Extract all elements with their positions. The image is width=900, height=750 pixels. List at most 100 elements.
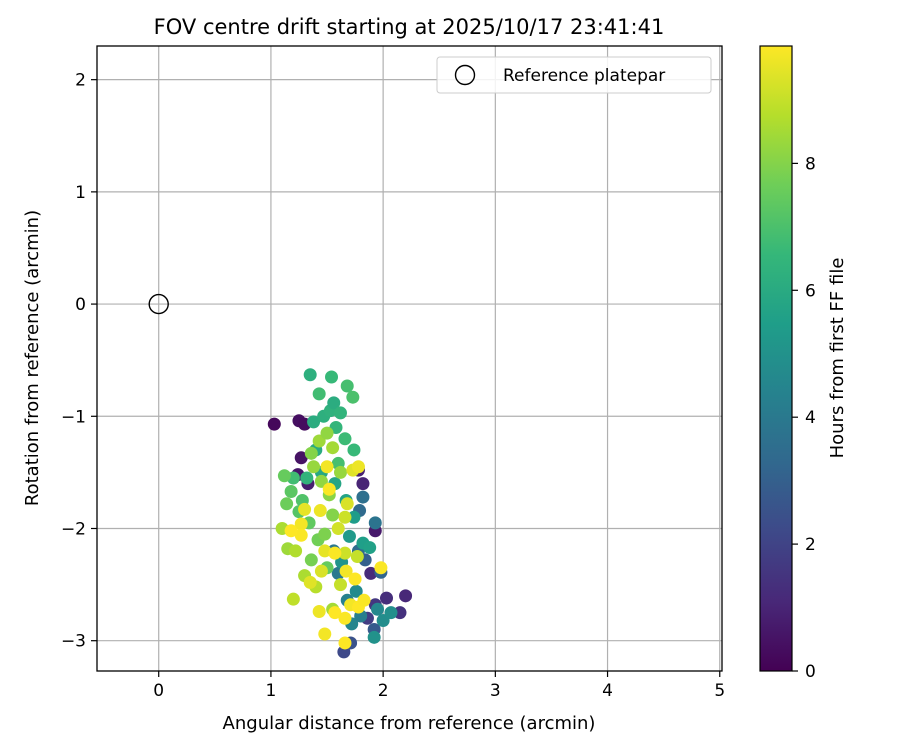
- y-tick-label: −3: [61, 632, 86, 652]
- reference-platepar-marker: [148, 293, 169, 315]
- data-point: [318, 544, 332, 558]
- data-point: [325, 370, 339, 384]
- data-point: [338, 546, 352, 560]
- data-point: [322, 482, 336, 496]
- y-tick-label: −2: [61, 519, 86, 539]
- data-point: [331, 521, 345, 535]
- data-point: [339, 564, 353, 578]
- data-point: [312, 605, 326, 619]
- data-point: [347, 443, 361, 457]
- data-point: [349, 584, 363, 598]
- legend-box: [436, 56, 712, 94]
- data-point: [348, 572, 362, 586]
- data-point: [379, 591, 393, 605]
- data-point: [313, 504, 327, 518]
- data-point: [298, 502, 312, 516]
- data-point: [328, 606, 342, 620]
- data-point: [338, 432, 352, 446]
- x-axis-label: Angular distance from reference (arcmin): [223, 713, 596, 734]
- data-point: [399, 589, 413, 603]
- legend-marker-icon: [454, 64, 476, 86]
- colorbar: [759, 45, 793, 672]
- x-tick-label: 4: [602, 681, 613, 701]
- data-point: [294, 528, 308, 542]
- data-point: [277, 469, 291, 483]
- y-tick-label: 1: [75, 183, 86, 203]
- y-tick-label: 2: [75, 71, 86, 91]
- data-point: [356, 477, 370, 491]
- data-point: [320, 460, 334, 474]
- data-point: [340, 497, 354, 511]
- data-point: [346, 390, 360, 404]
- data-point: [333, 578, 347, 592]
- data-point: [326, 441, 340, 455]
- data-point: [363, 541, 377, 555]
- data-point: [314, 474, 328, 488]
- legend: Reference platepar: [436, 56, 712, 94]
- colorbar-ticks: 0 2 4 6 8: [792, 154, 816, 682]
- data-point: [318, 627, 332, 641]
- data-point: [300, 471, 314, 485]
- x-axis-ticks: 0 1 2 3 4 5: [153, 671, 725, 701]
- x-tick-label: 5: [714, 681, 725, 701]
- data-point: [368, 516, 382, 530]
- data-point: [284, 484, 298, 498]
- data-point: [303, 575, 317, 589]
- data-points: [267, 368, 413, 659]
- data-point: [338, 510, 352, 524]
- data-point: [312, 387, 326, 401]
- data-point: [327, 396, 341, 410]
- data-point: [320, 426, 334, 440]
- data-point: [280, 497, 294, 511]
- data-point: [367, 630, 381, 644]
- colorbar-tick-label: 0: [805, 662, 816, 682]
- legend-entry-reference: Reference platepar: [503, 66, 665, 86]
- y-tick-label: −1: [61, 407, 86, 427]
- y-axis-ticks: −3 −2 −1 0 1 2: [61, 71, 97, 652]
- data-point: [393, 606, 407, 620]
- data-point: [364, 566, 378, 580]
- data-point: [338, 636, 352, 650]
- data-point: [289, 544, 303, 558]
- data-point: [351, 460, 365, 474]
- x-tick-label: 1: [266, 681, 277, 701]
- data-point: [371, 602, 385, 616]
- data-point: [307, 460, 321, 474]
- data-point: [318, 527, 332, 541]
- data-point: [304, 553, 318, 567]
- data-point: [328, 546, 342, 560]
- x-tick-label: 0: [153, 681, 164, 701]
- plot-frame: [96, 45, 723, 672]
- data-point: [356, 490, 370, 504]
- data-point: [307, 415, 321, 429]
- colorbar-tick-label: 2: [805, 535, 816, 555]
- data-point: [338, 611, 352, 625]
- x-tick-label: 3: [490, 681, 501, 701]
- data-point: [312, 434, 326, 448]
- colorbar-tick-label: 8: [805, 154, 816, 174]
- data-point: [284, 524, 298, 538]
- data-point: [347, 510, 361, 524]
- data-point: [314, 564, 328, 578]
- y-axis-label: Rotation from reference (arcmin): [22, 210, 43, 506]
- data-point: [286, 592, 300, 606]
- data-point: [342, 529, 356, 543]
- reference-marker-group: [148, 293, 169, 315]
- data-point: [374, 561, 388, 575]
- data-point: [376, 614, 390, 628]
- data-point: [267, 417, 281, 431]
- chart-title: FOV centre drift starting at 2025/10/17 …: [154, 15, 665, 39]
- data-point: [303, 368, 317, 382]
- data-point: [294, 451, 308, 465]
- colorbar-tick-label: 6: [805, 281, 816, 301]
- colorbar-tick-label: 4: [805, 408, 816, 428]
- grid-lines: [97, 46, 722, 671]
- data-point: [304, 446, 318, 460]
- y-tick-label: 0: [75, 295, 86, 315]
- data-point: [340, 379, 354, 393]
- data-point: [333, 465, 347, 479]
- colorbar-label: Hours from first FF file: [827, 258, 848, 459]
- data-point: [357, 593, 371, 607]
- data-point: [384, 606, 398, 620]
